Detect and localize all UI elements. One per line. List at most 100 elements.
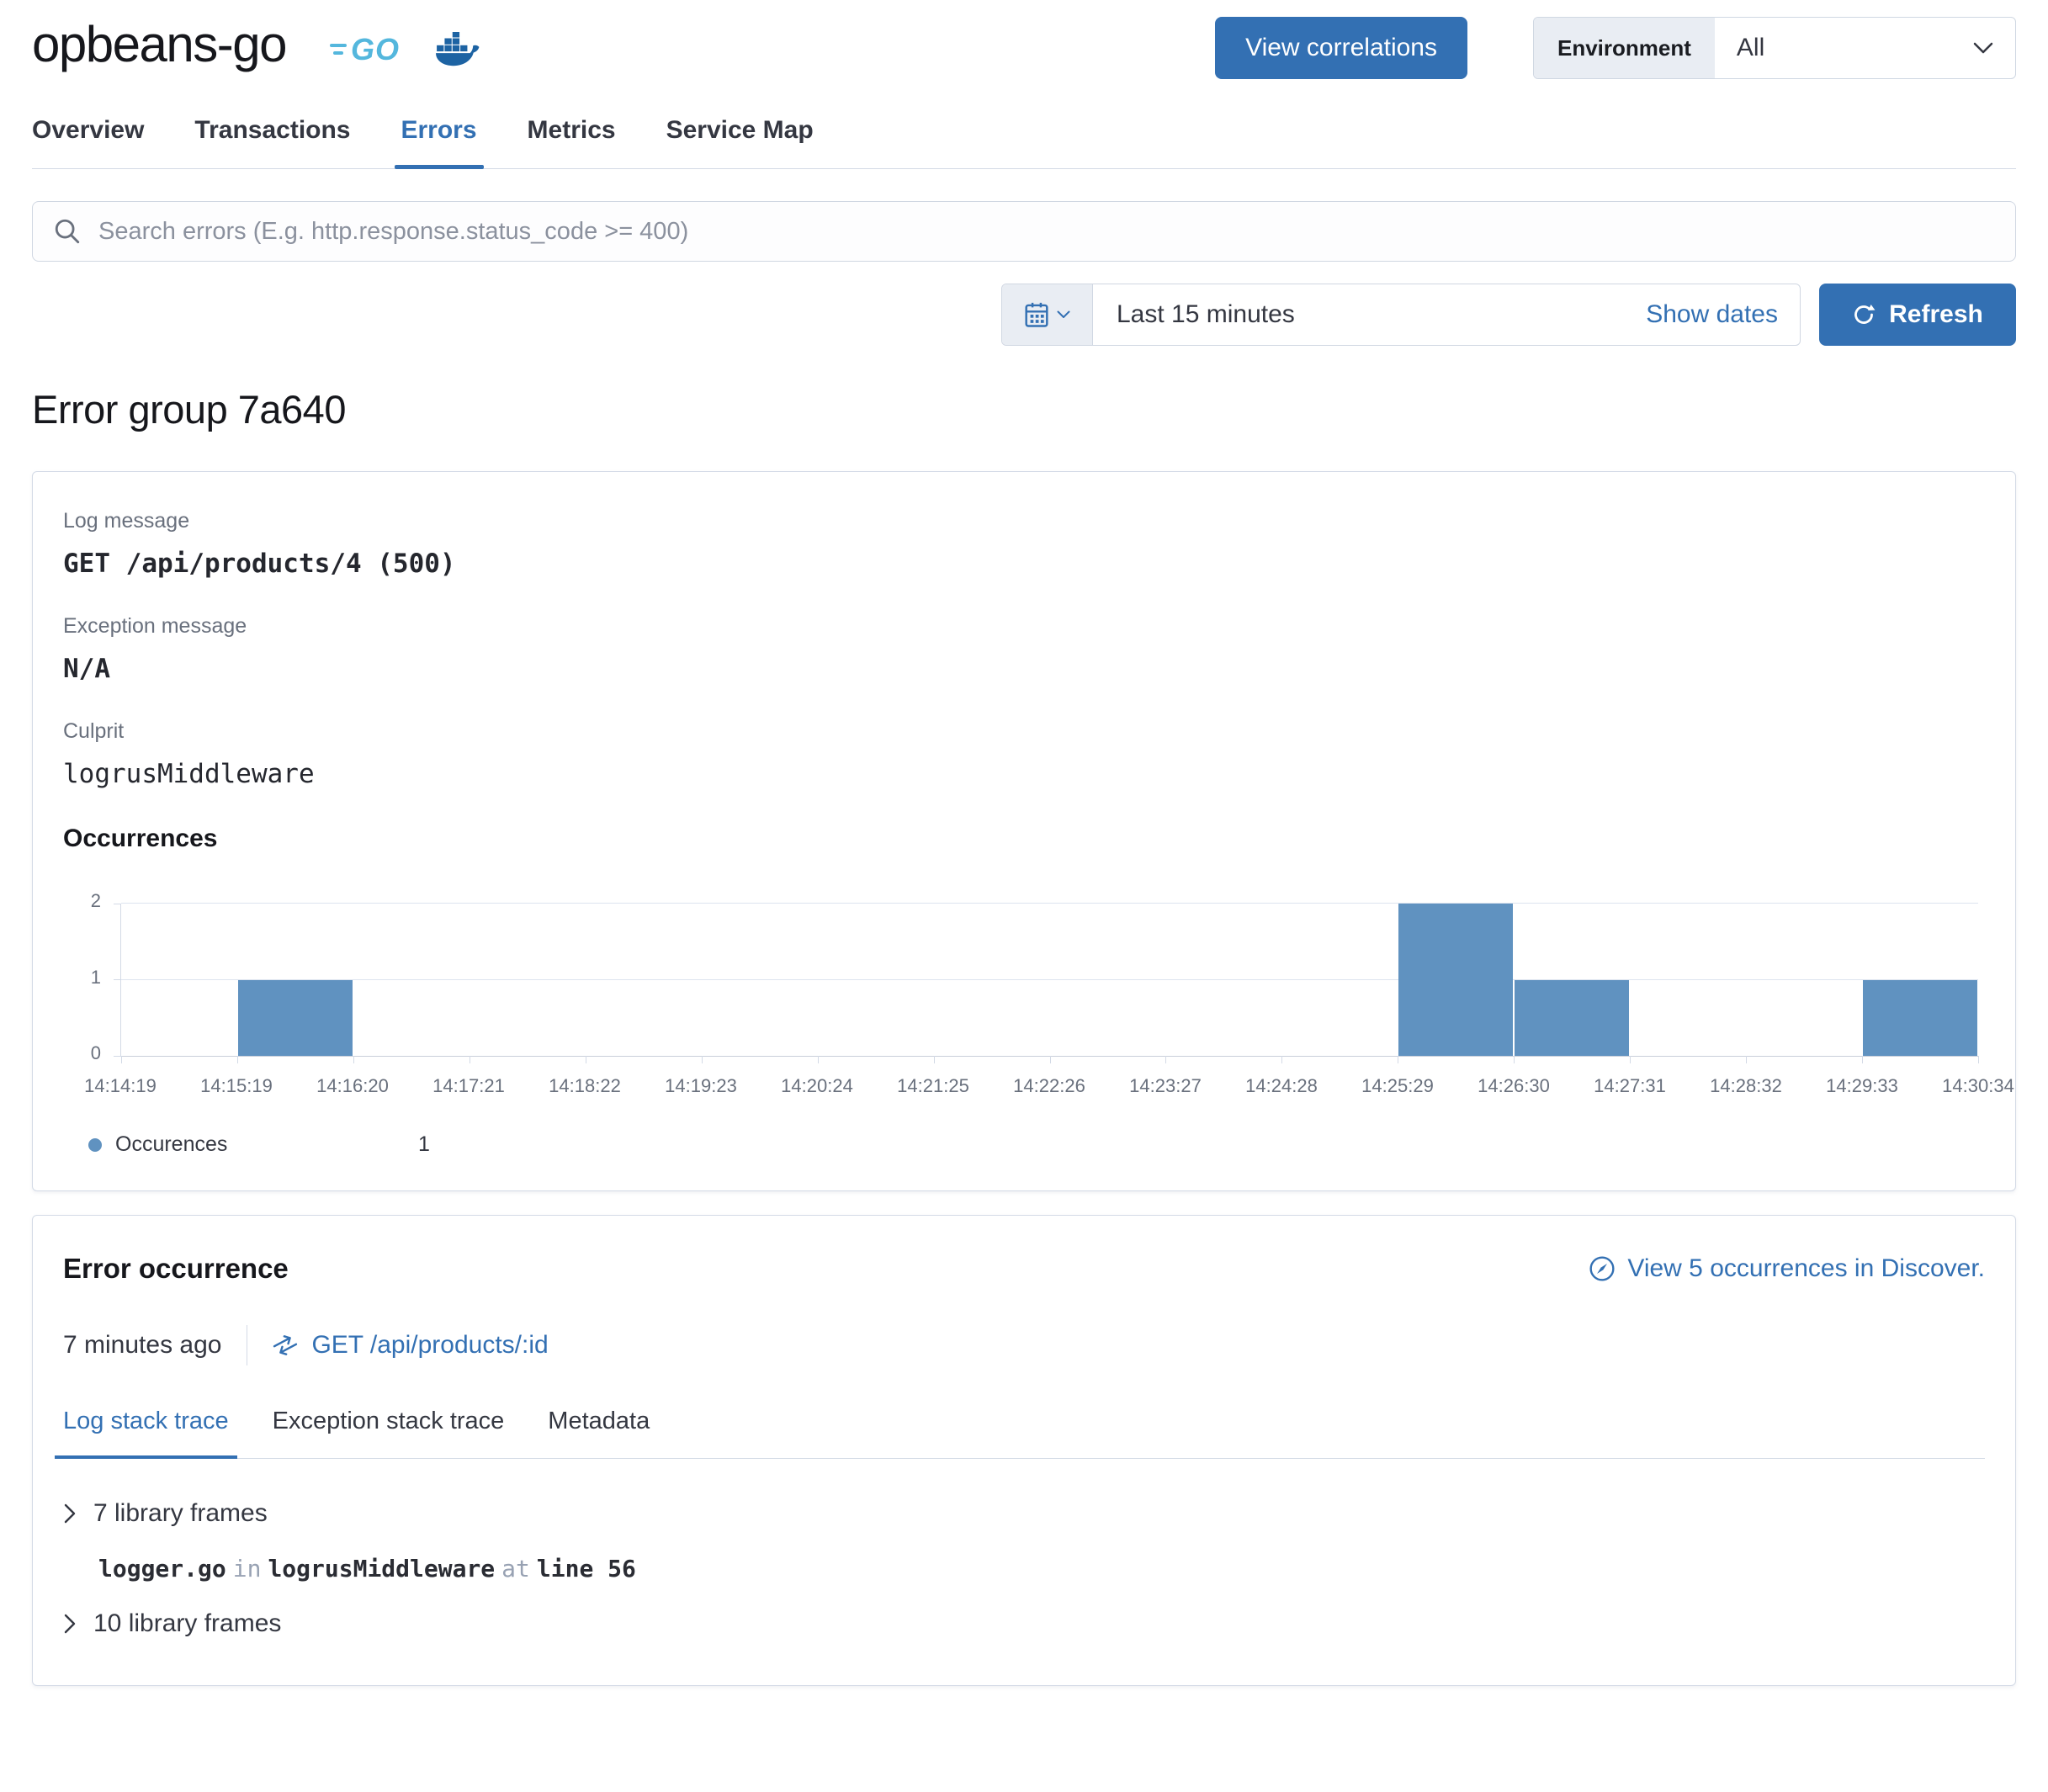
- chart-bar: [1398, 904, 1514, 1056]
- x-axis-tick: [1862, 1056, 1864, 1063]
- legend-label: Occurences: [115, 1132, 228, 1156]
- chevron-right-icon: [63, 1503, 77, 1524]
- culprit-label: Culprit: [63, 719, 125, 743]
- gridline: [121, 903, 1978, 904]
- x-axis-label: 14:30:34: [1942, 1075, 2014, 1096]
- library-frames-toggle[interactable]: 7 library frames: [63, 1499, 1985, 1528]
- tab-overview[interactable]: Overview: [32, 116, 145, 144]
- x-axis-label: 14:17:21: [432, 1075, 505, 1096]
- tab-errors[interactable]: Errors: [394, 116, 484, 169]
- environment-value: All: [1736, 34, 1765, 61]
- view-occurrences-discover-link[interactable]: View 5 occurrences in Discover.: [1589, 1254, 1985, 1283]
- time-controls: Last 15 minutes Show dates Refresh: [32, 284, 2016, 346]
- x-axis-labels: 14:14:19 14:15:19 14:16:20 14:17:21 14:18:22…: [84, 1075, 2014, 1099]
- frame-file: logger.go: [98, 1555, 226, 1583]
- stack-frame[interactable]: logger.go in logrusMiddleware at line 56: [98, 1555, 636, 1583]
- x-axis-label: 14:25:29: [1361, 1075, 1434, 1096]
- x-axis-tick: [1281, 1056, 1283, 1063]
- show-dates-link[interactable]: Show dates: [1646, 300, 1778, 328]
- x-axis-tick: [933, 1056, 935, 1063]
- transaction-link[interactable]: GET /api/products/:id: [273, 1331, 549, 1360]
- chart-bar: [1863, 979, 1977, 1056]
- occurrence-timestamp: 7 minutes ago: [63, 1331, 222, 1359]
- quick-select-button[interactable]: [1002, 284, 1093, 345]
- tab-log-stack-trace[interactable]: Log stack trace: [55, 1408, 237, 1459]
- view-correlations-button[interactable]: View correlations: [1215, 17, 1467, 79]
- x-axis-label: 14:14:19: [84, 1075, 157, 1096]
- log-message-value: GET /api/products/4 (500): [63, 549, 456, 579]
- chart-bar: [237, 979, 353, 1056]
- chart-bar: [1515, 979, 1630, 1056]
- calendar-icon: [1024, 301, 1049, 328]
- x-axis-tick: [236, 1056, 238, 1063]
- x-axis-tick: [701, 1056, 703, 1063]
- y-axis-label: 1: [90, 966, 101, 988]
- tab-metadata[interactable]: Metadata: [548, 1408, 650, 1434]
- chart-legend-item[interactable]: Occurences 1: [88, 1132, 1985, 1157]
- legend-value: 1: [418, 1132, 430, 1156]
- chevron-down-icon: [1057, 310, 1070, 319]
- exception-message-value: N/A: [63, 654, 110, 684]
- y-axis-tick: [114, 979, 121, 980]
- x-axis-label: 14:16:20: [316, 1075, 389, 1096]
- tab-metrics[interactable]: Metrics: [527, 116, 616, 144]
- go-speedlines-icon: [329, 44, 347, 55]
- exception-message-label: Exception message: [63, 614, 247, 638]
- x-axis-label: 14:19:23: [665, 1075, 737, 1096]
- x-axis-label: 14:23:27: [1129, 1075, 1202, 1096]
- x-axis-tick: [1049, 1056, 1051, 1063]
- search-icon: [53, 217, 82, 246]
- time-range-value[interactable]: Last 15 minutes: [1117, 300, 1295, 328]
- refresh-icon: [1852, 303, 1876, 326]
- chevron-down-icon: [1973, 42, 1993, 54]
- x-axis-label: 14:26:30: [1478, 1075, 1550, 1096]
- super-date-picker: Last 15 minutes Show dates: [1001, 284, 1801, 346]
- environment-select[interactable]: Environment All: [1533, 17, 2016, 79]
- x-axis-tick: [1630, 1056, 1632, 1063]
- error-search-bar: [32, 201, 2016, 262]
- occurrences-chart-title: Occurrences: [63, 824, 218, 852]
- library-frames-toggle[interactable]: 10 library frames: [63, 1609, 1985, 1638]
- error-group-card: Log message GET /api/products/4 (500) Ex…: [32, 471, 2016, 1191]
- y-axis-label: 0: [90, 1042, 101, 1063]
- gridline: [121, 978, 1978, 980]
- service-nav-tabs: Overview Transactions Errors Metrics Ser…: [32, 116, 2016, 169]
- frame-function: logrusMiddleware: [268, 1555, 496, 1583]
- error-occurrence-card: Error occurrence View 5 occurrences in D…: [32, 1215, 2016, 1686]
- x-axis-tick: [817, 1056, 819, 1063]
- y-axis-labels: 0 1 2: [64, 890, 111, 1063]
- x-axis-tick: [1746, 1056, 1748, 1063]
- x-axis-label: 14:27:31: [1594, 1075, 1666, 1096]
- tab-service-map[interactable]: Service Map: [666, 116, 814, 144]
- docker-icon: [435, 31, 480, 67]
- x-axis-label: 14:15:19: [200, 1075, 273, 1096]
- x-axis-label: 14:28:32: [1710, 1075, 1782, 1096]
- stack-trace-frames: 7 library frames logger.go in logrusMiddle…: [63, 1499, 1985, 1638]
- go-agent-icon: GO: [329, 32, 400, 67]
- x-axis-tick: [121, 1056, 122, 1063]
- x-axis-tick: [1978, 1056, 1979, 1063]
- x-axis-label: 14:24:28: [1245, 1075, 1318, 1096]
- transaction-icon: [269, 1329, 302, 1360]
- agent-icons: GO: [329, 31, 480, 67]
- occurrences-plot: 0 1 2: [91, 890, 1979, 1063]
- x-axis-label: 14:20:24: [781, 1075, 853, 1096]
- error-occurrence-title: Error occurrence: [63, 1253, 289, 1284]
- y-axis-tick: [114, 1055, 121, 1057]
- x-axis-tick: [1514, 1056, 1515, 1063]
- apm-error-group-page: opbeans-go GO: [32, 16, 2016, 1686]
- culprit-value: logrusMiddleware: [63, 759, 315, 789]
- tab-transactions[interactable]: Transactions: [194, 116, 351, 144]
- stack-trace-tabs: Log stack trace Exception stack trace Me…: [55, 1408, 1985, 1459]
- tab-exception-stack-trace[interactable]: Exception stack trace: [272, 1408, 505, 1434]
- frame-line-number: line 56: [536, 1555, 636, 1583]
- legend-dot-icon: [88, 1137, 102, 1152]
- log-message-label: Log message: [63, 509, 190, 533]
- x-axis-label: 14:22:26: [1013, 1075, 1085, 1096]
- search-input[interactable]: [97, 216, 1995, 247]
- x-axis-label: 14:21:25: [897, 1075, 969, 1096]
- x-axis-label: 14:29:33: [1826, 1075, 1898, 1096]
- refresh-button[interactable]: Refresh: [1819, 284, 2016, 346]
- page-title: Error group 7a640: [32, 387, 346, 432]
